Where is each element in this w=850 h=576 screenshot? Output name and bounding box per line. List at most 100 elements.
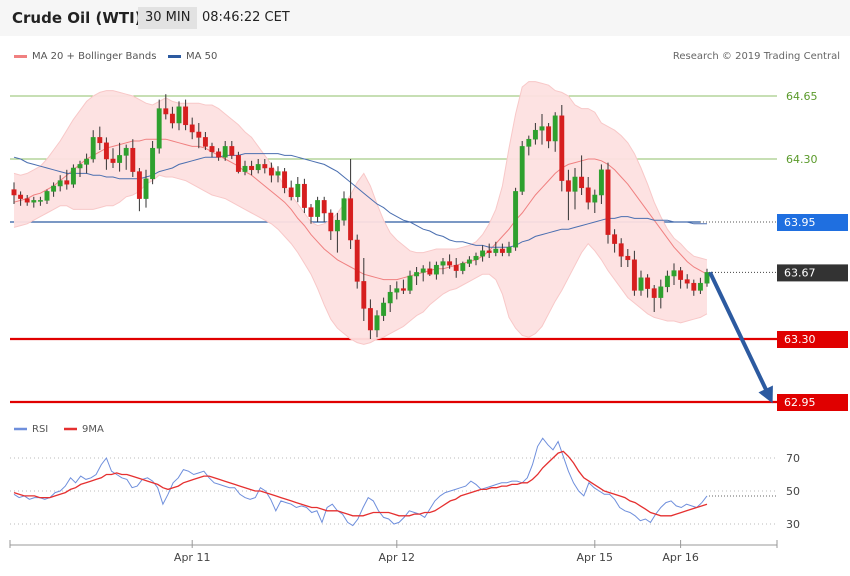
candle: [156, 99, 162, 154]
candle: [163, 94, 169, 120]
candle-body: [275, 171, 281, 176]
ma50-line: [13, 153, 707, 248]
candle: [97, 126, 103, 150]
candle: [394, 281, 400, 300]
candle-body: [222, 146, 228, 158]
candle: [671, 263, 677, 285]
candle: [433, 261, 439, 280]
candle-body: [486, 250, 492, 253]
candle: [697, 277, 703, 294]
ma50-swatch: [168, 54, 181, 58]
candle: [268, 162, 274, 183]
candle: [367, 299, 373, 339]
candle-body: [473, 255, 479, 261]
candle-body: [242, 165, 248, 172]
candle: [612, 229, 618, 253]
candle: [480, 245, 486, 262]
candles: [11, 94, 710, 339]
x-axis: Apr 11 Apr 12 Apr 15 Apr 16: [9, 540, 778, 564]
candle-body: [466, 259, 472, 264]
legend-ma50: MA 50: [168, 51, 217, 62]
candle-body: [592, 194, 598, 203]
candle: [169, 106, 175, 129]
candle-body: [31, 200, 37, 203]
candle-body: [460, 263, 466, 271]
candle: [275, 166, 281, 183]
candle-body: [447, 261, 453, 266]
candle: [189, 117, 195, 140]
candle-body: [671, 270, 677, 277]
candle-body: [183, 106, 189, 126]
timeframe-button[interactable]: 30 MIN: [138, 7, 198, 29]
candle: [704, 268, 710, 287]
candle-body: [57, 180, 63, 187]
candle: [249, 160, 255, 176]
candle: [229, 141, 235, 159]
candle-body: [229, 146, 235, 156]
forecast-arrow-shaft: [708, 271, 772, 399]
candle: [513, 187, 519, 251]
candle: [598, 164, 604, 204]
candle: [645, 274, 651, 298]
candle: [678, 267, 684, 289]
timestamp: 08:46:22 CET: [202, 10, 290, 25]
candle: [176, 101, 182, 131]
candle: [295, 177, 301, 203]
candle-body: [341, 198, 347, 221]
candle: [658, 279, 664, 309]
chart-header: Crude Oil (WTI) 30 MIN 08:46:22 CET: [0, 0, 850, 36]
level-tag: [777, 214, 848, 231]
candle-body: [539, 126, 545, 131]
candle-body: [565, 180, 571, 192]
candle: [618, 238, 624, 267]
level-tag-label: 63.30: [784, 333, 816, 346]
candle: [460, 261, 466, 275]
candle-body: [18, 194, 24, 199]
candle: [519, 141, 525, 195]
candle: [354, 234, 360, 289]
candle-body: [354, 239, 360, 282]
bollinger-lower-line: [13, 174, 708, 345]
candle-body: [282, 171, 288, 189]
candle-body: [44, 191, 50, 201]
candle-body: [130, 147, 136, 172]
candle-body: [697, 282, 703, 291]
candle-body: [262, 164, 268, 169]
forecast-arrow: [708, 271, 773, 404]
level-tags: 64.65 64.30 63.95 63.67 63.30 62.95: [777, 90, 848, 411]
current-price-label: 63.67: [784, 266, 816, 279]
candle-body: [90, 137, 96, 160]
candle-body: [645, 277, 651, 289]
rsi-tick-label: 50: [786, 485, 800, 498]
candle: [103, 137, 109, 170]
candle: [255, 159, 261, 174]
candle: [585, 177, 591, 210]
rsi-ma-line: [13, 450, 708, 517]
candle: [447, 254, 453, 269]
candle: [572, 168, 578, 210]
candle: [546, 123, 552, 149]
candle-body: [189, 124, 195, 133]
candle: [328, 209, 334, 240]
candle: [493, 241, 499, 257]
candle: [526, 135, 532, 156]
candle: [84, 153, 90, 174]
candle-body: [288, 187, 294, 198]
candle-body: [572, 176, 578, 192]
x-tick-label: Apr 16: [662, 551, 699, 564]
candle: [315, 196, 321, 222]
ma20-swatch: [14, 54, 27, 58]
candle-body: [420, 268, 426, 273]
candle: [499, 243, 505, 257]
current-price-tag: [777, 264, 848, 282]
ma9-legend-label: 9MA: [82, 424, 104, 435]
candle-body: [440, 261, 446, 266]
candle: [592, 189, 598, 213]
candle-body: [427, 268, 433, 275]
candle: [414, 267, 420, 285]
candle-body: [381, 302, 387, 316]
candle: [466, 256, 472, 267]
candle-body: [579, 176, 585, 189]
candle: [216, 148, 222, 161]
candle-body: [598, 169, 604, 196]
